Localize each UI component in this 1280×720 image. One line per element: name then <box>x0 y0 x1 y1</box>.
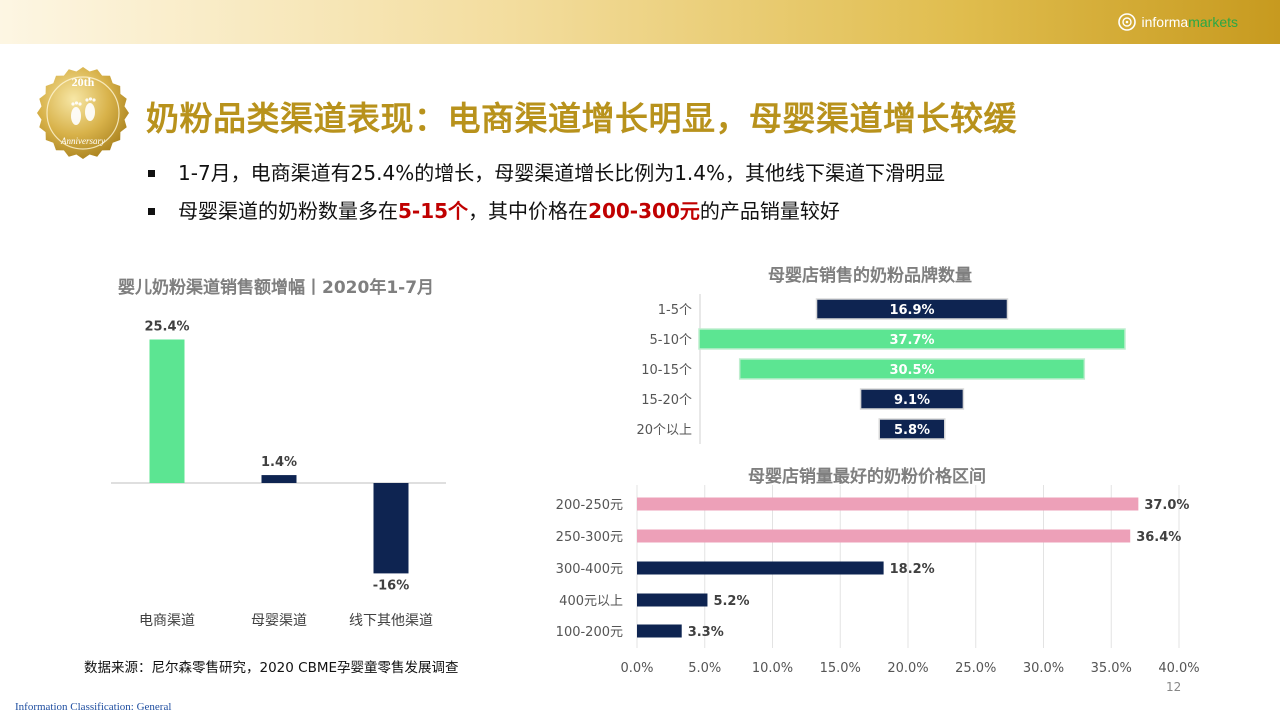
chart-title-price-range: 母婴店销量最好的奶粉价格区间 <box>748 467 986 487</box>
informa-markets-logo: informa markets <box>1117 10 1238 34</box>
category-label: 10-15个 <box>641 363 692 378</box>
bullet-item: 1-7月，电商渠道有25.4%的增长，母婴渠道增长比例为1.4%，其他线下渠道下… <box>146 158 945 196</box>
informa-logo-icon <box>1117 13 1136 31</box>
category-label: 100-200元 <box>556 625 623 640</box>
bar-value-label: 16.9% <box>889 303 934 318</box>
x-tick-label: 30.0% <box>1023 661 1064 676</box>
bar-电商渠道 <box>149 339 185 483</box>
bar-5-10个 <box>698 328 1126 350</box>
footprints-icon <box>71 97 96 125</box>
channel-growth-chart: 25.4% 电商渠道 1.4% 母婴渠道 -16% 线下其他渠道 <box>111 319 446 629</box>
category-label: 15-20个 <box>641 393 692 408</box>
bar-value-label: -16% <box>373 578 410 593</box>
x-tick-label: 25.0% <box>955 661 996 676</box>
bar-value-label: 3.3% <box>688 625 724 640</box>
data-source-note: 数据来源：尼尔森零售研究，2020 CBME孕婴童零售发展调查 <box>84 660 459 676</box>
bar-10-15个 <box>738 358 1086 380</box>
x-tick-label: 20.0% <box>887 661 928 676</box>
bar-value-label: 36.4% <box>1136 530 1181 545</box>
bullet-text: 的产品销量较好 <box>699 199 840 223</box>
category-label: 5-10个 <box>649 333 692 348</box>
badge-top-text: 20th <box>72 75 95 89</box>
bar-线下其他渠道 <box>373 483 409 574</box>
highlight-text: 5-15个 <box>398 199 469 223</box>
x-tick-label: 10.0% <box>752 661 793 676</box>
bar-400元以上 <box>637 593 708 607</box>
logo-primary-text: informa <box>1141 14 1189 30</box>
brand-count-chart: 16.9% 1-5个 37.7% 5-10个 30.5% 10-15个 9.1% 15-20个… <box>636 294 1126 444</box>
bar-value-label: 5.8% <box>894 423 930 438</box>
category-label: 1-5个 <box>658 303 692 318</box>
x-tick-label: 35.0% <box>1091 661 1132 676</box>
classification-label: Information Classification: General <box>15 701 172 713</box>
bar-value-label: 30.5% <box>889 363 934 378</box>
x-tick-label: 5.0% <box>688 661 721 676</box>
x-tick-label: 15.0% <box>820 661 861 676</box>
bullet-item: 母婴渠道的奶粉数量多在5-15个，其中价格在200-300元的产品销量较好 <box>146 196 945 234</box>
bar-300-400元 <box>637 561 884 575</box>
bar-母婴渠道 <box>261 475 297 483</box>
header-band <box>0 0 1280 44</box>
x-tick-label: 40.0% <box>1158 661 1199 676</box>
category-label: 300-400元 <box>556 562 623 577</box>
bar-value-label: 37.7% <box>889 333 934 348</box>
anniversary-badge: 20th Anniversary <box>37 67 129 159</box>
bar-value-label: 25.4% <box>144 319 189 334</box>
category-label: 400元以上 <box>559 594 623 609</box>
bar-value-label: 5.2% <box>713 594 749 609</box>
chart-title-brand-count: 母婴店销售的奶粉品牌数量 <box>768 266 972 286</box>
bar-15-20个 <box>859 388 965 410</box>
category-label: 母婴渠道 <box>251 613 307 629</box>
bar-value-label: 18.2% <box>890 562 935 577</box>
bar-200-250元 <box>637 497 1139 511</box>
price-range-chart: 0.0% 5.0% 10.0% 15.0% 20.0% 25.0% 30.0% 35.0% 40… <box>556 485 1200 676</box>
category-label: 线下其他渠道 <box>349 613 433 629</box>
bullet-text: 1-7月，电商渠道有25.4%的增长，母婴渠道增长比例为1.4%，其他线下渠道下… <box>178 161 946 185</box>
bullet-list: 1-7月，电商渠道有25.4%的增长，母婴渠道增长比例为1.4%，其他线下渠道下… <box>146 158 945 234</box>
category-label: 250-300元 <box>556 530 623 545</box>
bar-100-200元 <box>637 624 682 638</box>
bar-1-5个 <box>815 298 1009 320</box>
bar-value-label: 1.4% <box>261 455 297 470</box>
category-label: 20个以上 <box>636 423 692 438</box>
category-label: 200-250元 <box>556 498 623 513</box>
bar-20个以上 <box>878 418 946 440</box>
highlight-text: 200-300元 <box>588 199 700 223</box>
bullet-text: 母婴渠道的奶粉数量多在 <box>178 199 398 223</box>
category-label: 电商渠道 <box>139 613 195 629</box>
bar-250-300元 <box>637 529 1131 543</box>
bar-value-label: 9.1% <box>894 393 930 408</box>
bullet-text: ，其中价格在 <box>468 199 589 223</box>
page-title: 奶粉品类渠道表现：电商渠道增长明显，母婴渠道增长较缓 <box>146 99 1017 138</box>
chart-title-channel-growth: 婴儿奶粉渠道销售额增幅丨2020年1-7月 <box>118 278 435 298</box>
page-number: 12 <box>1166 680 1182 694</box>
badge-bottom-text: Anniversary <box>60 136 105 146</box>
bar-value-label: 37.0% <box>1144 498 1189 513</box>
logo-secondary-text: markets <box>1188 14 1238 30</box>
x-tick-label: 0.0% <box>620 661 653 676</box>
